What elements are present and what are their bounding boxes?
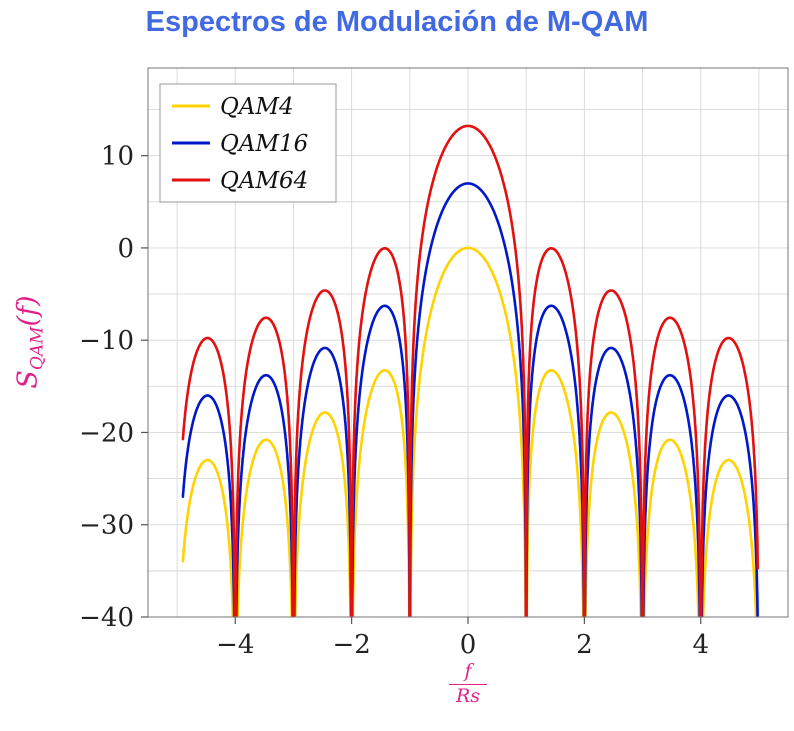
- y-tick-label: −40: [79, 603, 134, 633]
- y-tick-label: −30: [79, 511, 134, 541]
- legend-label-qam16: QAM16: [220, 131, 308, 157]
- y-axis-label-lead: S: [12, 370, 44, 389]
- curves: [181, 124, 759, 617]
- y-axis-label-tail: (f): [12, 295, 44, 327]
- x-tick-label: −4: [216, 630, 254, 660]
- y-axis-label: SQAM(f): [12, 295, 47, 388]
- y-axis-label-sub: QAM: [27, 326, 48, 371]
- x-tick-label: 4: [692, 630, 709, 660]
- chart-title: Espectros de Modulación de M-QAM: [145, 6, 649, 38]
- x-axis-label-numerator: f: [448, 660, 488, 685]
- x-axis-label: f Rs: [448, 660, 488, 708]
- x-tick-label: 0: [460, 630, 477, 660]
- legend-label-qam64: QAM64: [220, 168, 308, 194]
- legend: QAM4 QAM16 QAM64: [159, 83, 337, 203]
- x-tick-label: −2: [332, 630, 370, 660]
- x-axis-label-denominator: Rs: [455, 684, 481, 707]
- y-tick-label: −10: [79, 326, 134, 356]
- qam16-curve: [181, 182, 759, 617]
- qam4-curve: [181, 246, 758, 617]
- y-tick-label: 10: [101, 142, 134, 172]
- legend-label-qam4: QAM4: [220, 94, 294, 120]
- y-tick-label: 0: [117, 234, 134, 264]
- qam64-curve: [181, 124, 759, 617]
- x-tick-label: 2: [576, 630, 593, 660]
- y-tick-label: −20: [79, 418, 134, 448]
